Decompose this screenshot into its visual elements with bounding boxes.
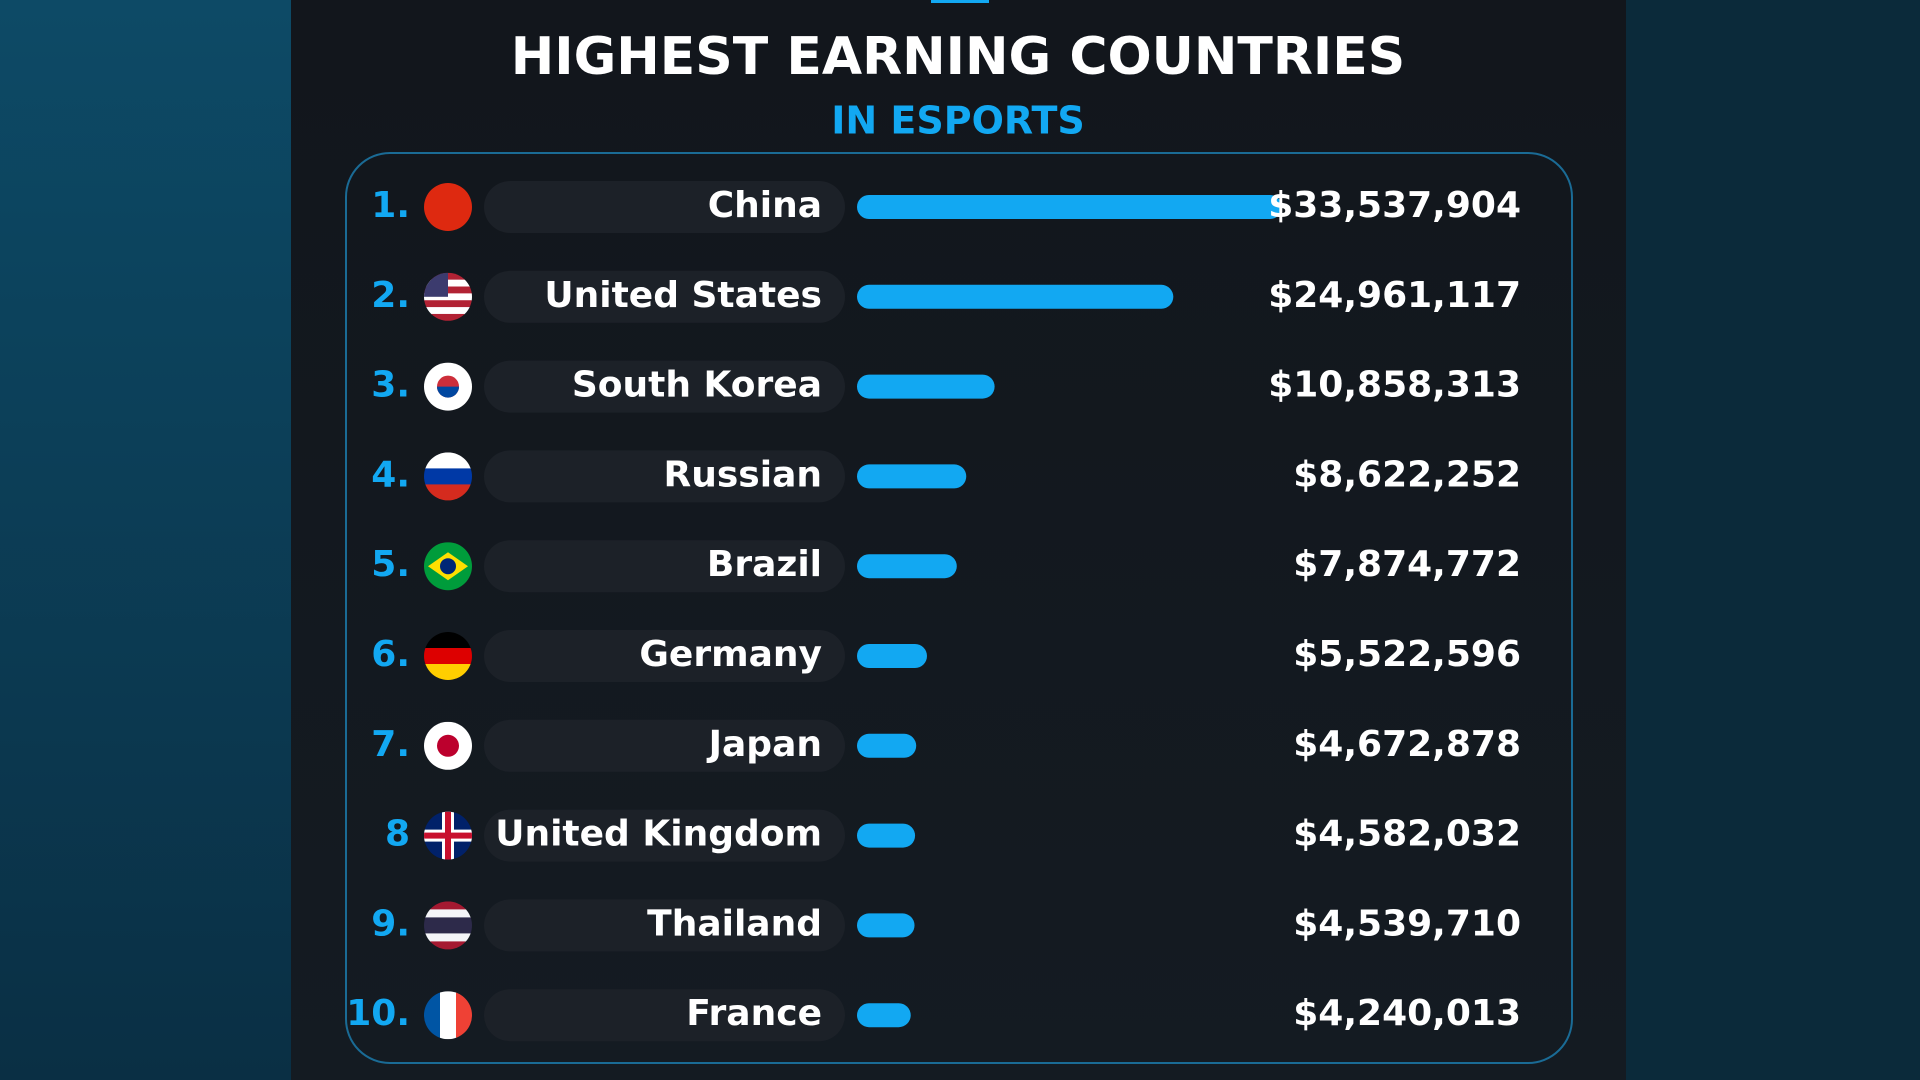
name-pill <box>484 450 845 503</box>
flag-stripe <box>424 468 472 485</box>
bar <box>857 284 1174 309</box>
name-pill <box>484 719 845 772</box>
flag-dot <box>440 558 456 575</box>
chart-subtitle: IN ESPORTS <box>831 99 1085 143</box>
category-label: Thailand <box>647 903 822 944</box>
name-pill <box>484 540 845 593</box>
category-label: South Korea <box>572 365 822 406</box>
rows: 1. China $33,537,904 2. United States $24,961… <box>346 181 1521 1042</box>
flag <box>424 811 472 860</box>
flag-stripe <box>424 313 472 321</box>
top-accent <box>931 0 989 3</box>
flag-stripe <box>424 917 472 926</box>
flag <box>424 721 472 770</box>
value-label: $4,539,710 <box>1293 903 1521 944</box>
flag-cross <box>445 811 451 860</box>
name-pill <box>484 360 845 413</box>
flag-stripe <box>424 909 472 918</box>
flag <box>424 183 472 231</box>
flag-dot <box>437 386 459 398</box>
category-label: Germany <box>639 634 822 675</box>
flag-stripe <box>424 183 472 231</box>
name-pill <box>484 809 845 862</box>
category-label: United Kingdom <box>495 814 822 855</box>
flag-stripe <box>424 991 441 1040</box>
flag <box>424 901 472 950</box>
bar <box>857 554 957 579</box>
value-label: $8,622,252 <box>1293 454 1521 495</box>
rank: 5. <box>371 544 410 585</box>
flag <box>424 632 472 680</box>
left-background <box>0 0 291 1080</box>
name-pill <box>484 899 845 952</box>
flag <box>424 452 472 501</box>
flag-stripe <box>424 300 472 308</box>
flag <box>424 542 472 591</box>
flag <box>424 991 472 1040</box>
chart-title: HIGHEST EARNING COUNTRIES <box>511 27 1406 87</box>
category-label: Brazil <box>707 544 822 585</box>
flag-stripe <box>424 307 472 315</box>
rank: 3. <box>371 365 410 406</box>
flag-stripe <box>424 632 472 649</box>
category-label: United States <box>544 275 822 316</box>
rank: 4. <box>371 454 410 495</box>
value-label: $4,582,032 <box>1293 814 1521 855</box>
list-frame <box>345 152 1573 1064</box>
bar <box>857 913 915 938</box>
name-pill <box>484 270 845 323</box>
flag-stripe <box>424 941 472 950</box>
flag-stripe <box>424 293 472 301</box>
category-label: France <box>686 993 822 1034</box>
rank: 7. <box>371 724 410 765</box>
category-label: Japan <box>706 724 822 765</box>
flag <box>424 362 472 411</box>
bar <box>857 733 917 758</box>
name-pill <box>484 989 845 1042</box>
flag-dot <box>437 734 459 757</box>
bar <box>857 374 995 399</box>
flag-stripe <box>440 991 457 1040</box>
right-background <box>1626 0 1920 1080</box>
category-label: China <box>708 185 822 226</box>
flag-stripe <box>424 933 472 942</box>
bar <box>857 1003 911 1028</box>
rank: 6. <box>371 634 410 675</box>
rank: 1. <box>371 185 410 226</box>
flag-stripe <box>424 664 472 680</box>
value-label: $10,858,313 <box>1268 365 1521 406</box>
rank: 2. <box>371 275 410 316</box>
bar <box>857 644 927 668</box>
value-label: $5,522,596 <box>1293 634 1521 675</box>
value-label: $4,672,878 <box>1293 724 1521 765</box>
flag-stripe <box>456 991 472 1040</box>
flag-stripe <box>424 452 472 469</box>
rank: 8 <box>385 814 410 855</box>
bar <box>857 464 967 489</box>
flag-stripe <box>424 648 472 665</box>
flag-stripe <box>424 925 472 934</box>
rank: 10. <box>346 993 410 1034</box>
value-label: $7,874,772 <box>1293 544 1521 585</box>
rank: 9. <box>371 903 410 944</box>
bar <box>857 823 916 848</box>
bar <box>857 195 1282 219</box>
name-pill <box>484 181 845 233</box>
flag <box>424 272 472 321</box>
value-label: $24,961,117 <box>1268 275 1521 316</box>
value-label: $4,240,013 <box>1293 993 1521 1034</box>
category-label: Russian <box>664 454 822 495</box>
flag-stripe <box>424 901 472 910</box>
name-pill <box>484 630 845 682</box>
flag-stripe <box>424 484 472 501</box>
value-label: $33,537,904 <box>1268 185 1521 226</box>
